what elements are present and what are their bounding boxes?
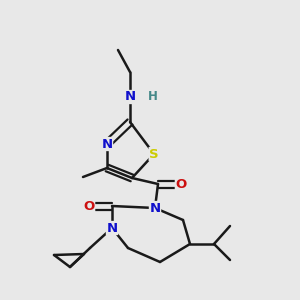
Text: O: O: [83, 200, 94, 212]
Text: N: N: [101, 137, 112, 151]
Text: N: N: [124, 91, 136, 103]
Text: N: N: [149, 202, 161, 214]
Text: S: S: [149, 148, 159, 160]
Text: O: O: [176, 178, 187, 190]
Text: H: H: [148, 91, 158, 103]
Text: N: N: [106, 221, 118, 235]
